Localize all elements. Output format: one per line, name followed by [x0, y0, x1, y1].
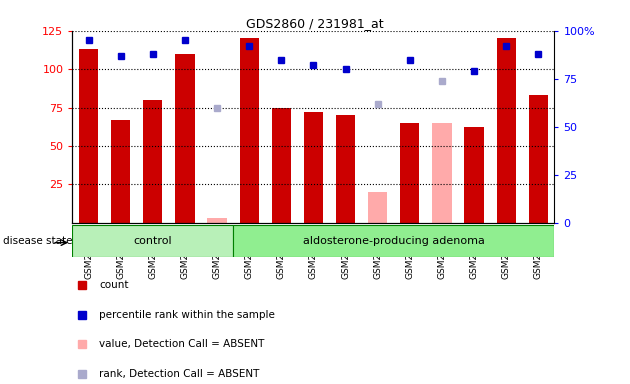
Bar — [529, 95, 548, 223]
Bar — [272, 108, 291, 223]
Text: count: count — [99, 280, 129, 290]
Bar — [464, 127, 484, 223]
Text: percentile rank within the sample: percentile rank within the sample — [99, 310, 275, 320]
Bar — [336, 115, 355, 223]
Bar — [400, 123, 420, 223]
Bar — [169, 31, 201, 223]
Bar — [233, 225, 554, 257]
Bar — [432, 123, 452, 223]
Bar — [329, 31, 362, 223]
Bar — [490, 31, 522, 223]
Bar — [175, 54, 195, 223]
Text: aldosterone-producing adenoma: aldosterone-producing adenoma — [303, 236, 484, 246]
Bar — [207, 218, 227, 223]
Bar — [394, 31, 426, 223]
Bar — [239, 38, 259, 223]
Bar — [143, 100, 163, 223]
Text: GDS2860 / 231981_at: GDS2860 / 231981_at — [246, 17, 384, 30]
Bar — [72, 225, 233, 257]
Bar — [522, 31, 554, 223]
Text: value, Detection Call = ABSENT: value, Detection Call = ABSENT — [99, 339, 265, 349]
Bar — [105, 31, 137, 223]
Text: rank, Detection Call = ABSENT: rank, Detection Call = ABSENT — [99, 369, 260, 379]
Bar — [368, 192, 387, 223]
Bar — [297, 31, 329, 223]
Text: control: control — [134, 236, 172, 246]
Bar — [362, 31, 394, 223]
Bar — [79, 49, 98, 223]
Bar — [265, 31, 297, 223]
Bar — [201, 31, 233, 223]
Bar — [496, 38, 516, 223]
Bar — [304, 112, 323, 223]
Bar — [72, 31, 105, 223]
Bar — [426, 31, 458, 223]
Bar — [137, 31, 169, 223]
Bar — [111, 120, 130, 223]
Text: disease state: disease state — [3, 236, 72, 246]
Bar — [233, 31, 265, 223]
Bar — [458, 31, 490, 223]
